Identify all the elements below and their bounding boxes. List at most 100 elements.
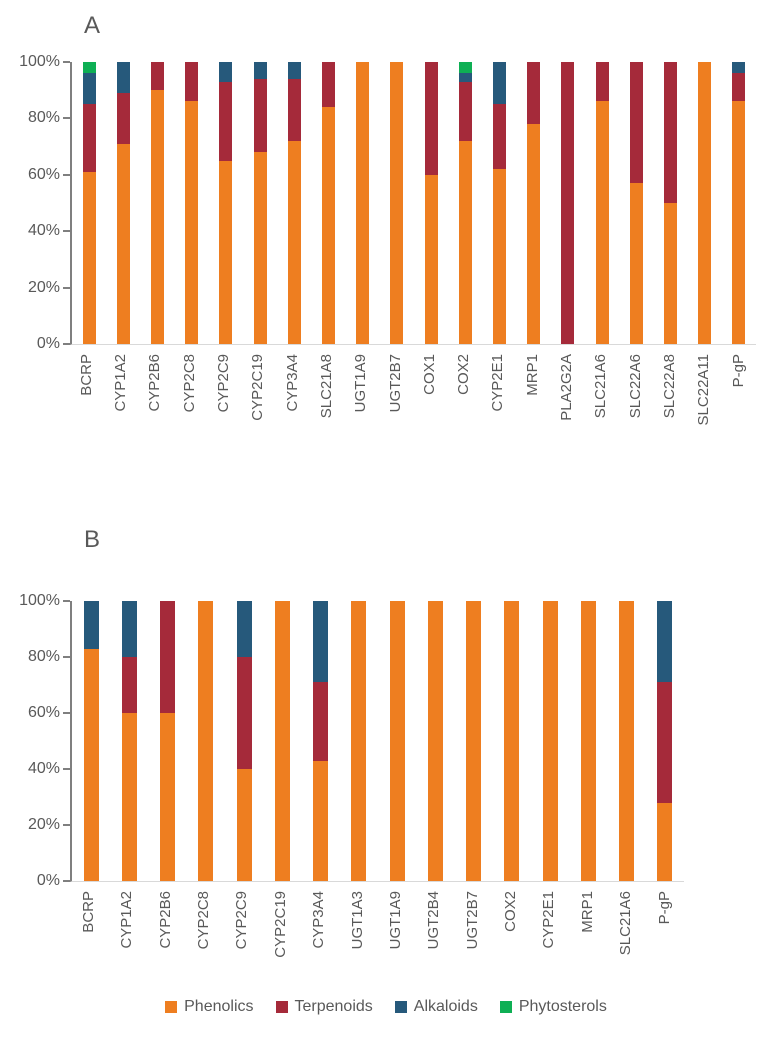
bar-ugt2b4 (427, 601, 443, 881)
bar-slot (302, 601, 340, 881)
bar-cyp2c8 (198, 601, 214, 881)
bar-segment-phenolics (236, 769, 252, 881)
bar-segment-phenolics (493, 169, 507, 344)
x-label-slot: PLA2G2A (550, 345, 584, 445)
y-tick-label: 60% (27, 165, 60, 183)
x-tick-label: CYP1A2 (118, 891, 136, 949)
bar-segment-phenolics (619, 601, 635, 881)
bar-slc21a6 (619, 601, 635, 881)
x-label-slot: P-gP (646, 882, 684, 967)
bar-segment-phenolics (322, 107, 336, 344)
x-label-slot: BCRP (70, 882, 108, 967)
x-label-slot: SLC21A6 (584, 345, 618, 445)
x-tick-label: UGT1A9 (386, 891, 404, 950)
bar-cyp2b6 (160, 601, 176, 881)
bar-segment-phenolics (390, 62, 404, 344)
x-tick-label: COX1 (420, 354, 438, 395)
x-tick-label: SLC22A11 (695, 354, 713, 426)
x-label-slot: MRP1 (569, 882, 607, 967)
x-tick-label: UGT1A3 (348, 891, 366, 950)
x-label-slot: SLC22A11 (687, 345, 721, 445)
x-tick-label: BCRP (79, 891, 97, 933)
x-tick-label: UGT2B4 (425, 891, 443, 950)
y-tick-mark (63, 768, 70, 770)
bar-segment-terpenoids (160, 601, 176, 713)
bar-segment-phenolics (160, 713, 176, 881)
x-label-slot: CYP2C8 (185, 882, 223, 967)
legend-swatch-phytosterols (499, 1001, 512, 1013)
bar-slot (243, 62, 277, 344)
bars (72, 601, 684, 881)
panel-a-label: A (84, 12, 101, 39)
x-tick-label: CYP1A2 (112, 354, 130, 412)
bar-slot (551, 62, 585, 344)
bar-slot (225, 601, 263, 881)
x-label-slot: CYP2C19 (241, 345, 275, 445)
y-tick-mark (63, 286, 70, 289)
bar-segment-phenolics (313, 760, 329, 881)
bar-segment-alkaloids (116, 62, 130, 94)
bar-slot (448, 62, 482, 344)
bar-cox2 (458, 62, 472, 344)
bars (72, 62, 756, 344)
x-label-slot: MRP1 (516, 345, 550, 445)
x-tick-label: CYP2B6 (146, 354, 164, 412)
y-axis: 0% 20% 40% 60% 80% 100% (0, 53, 70, 352)
y-tick-mark (63, 712, 70, 714)
bar-segment-alkaloids (253, 62, 267, 79)
bar-segment-terpenoids (595, 62, 609, 102)
x-tick-label: PLA2G2A (558, 354, 576, 421)
x-tick-label: UGT2B7 (463, 891, 481, 950)
y-tick-mark (63, 173, 70, 176)
bar-segment-terpenoids (561, 62, 575, 344)
bar-slot (531, 601, 569, 881)
bar-segment-phenolics (83, 648, 99, 881)
bar-segment-alkaloids (236, 601, 252, 657)
x-tick-label: SLC22A8 (660, 354, 678, 419)
legend-swatch-terpenoids (275, 1001, 288, 1013)
x-label-slot: CYP2C8 (173, 345, 207, 445)
bar-slot (72, 601, 110, 881)
x-tick-label: CYP2C9 (233, 891, 251, 950)
bar-segment-phytosterols (458, 62, 472, 74)
bar-segment-alkaloids (121, 601, 137, 657)
bar-slot (380, 62, 414, 344)
plot-area (63, 61, 756, 345)
x-label-slot: UGT2B7 (454, 882, 492, 967)
bar-segment-alkaloids (458, 73, 472, 82)
x-tick-label: COX2 (502, 891, 520, 932)
bar-segment-phenolics (698, 62, 712, 344)
bar-segment-phenolics (351, 601, 367, 881)
y-tick-label: 0% (36, 335, 60, 352)
bar-slot (722, 62, 756, 344)
legend: Phenolics Terpenoids Alkaloids Phytosterols (0, 998, 772, 1016)
bar-segment-terpenoids (657, 682, 673, 803)
x-tick-label: CYP3A4 (310, 891, 328, 949)
legend-label: Phenolics (184, 998, 254, 1015)
plot-region: BCRP CYP1A2 CYP2B6 CYP2C8 CYP2C9 CYP2C19 CYP3A… (63, 61, 756, 445)
bar-slot (608, 601, 646, 881)
x-tick-label: SLC21A8 (317, 354, 335, 419)
bar-segment-alkaloids (313, 601, 329, 683)
bar-slc22a6 (629, 62, 643, 344)
x-label-slot: COX2 (447, 345, 481, 445)
x-tick-label: P-gP (655, 891, 673, 925)
bar-segment-phytosterols (82, 62, 96, 74)
bar-slot (646, 601, 684, 881)
y-tick-label: 60% (27, 704, 60, 721)
legend-item-phenolics: Phenolics (165, 998, 254, 1016)
bar-slot (263, 601, 301, 881)
bar-cyp1a2 (116, 62, 130, 344)
bar-segment-phenolics (116, 143, 130, 344)
bar-slot (416, 601, 454, 881)
y-tick-mark (63, 117, 70, 120)
bar-segment-terpenoids (82, 104, 96, 172)
bar-segment-phenolics (198, 601, 214, 881)
x-label-slot: CYP2E1 (531, 882, 569, 967)
bar-mrp1 (580, 601, 596, 881)
bar-ugt1a9 (389, 601, 405, 881)
bar-ugt2b7 (390, 62, 404, 344)
bar-slot (140, 62, 174, 344)
bar-segment-phenolics (629, 183, 643, 344)
bar-cyp2b6 (151, 62, 164, 344)
